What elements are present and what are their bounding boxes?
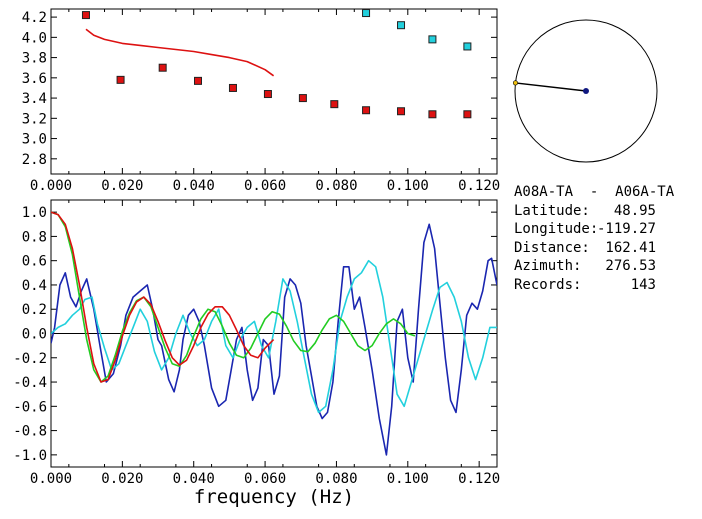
info-row-records: Records: 143 bbox=[514, 276, 674, 295]
x-tick-label: 0.100 bbox=[387, 471, 429, 487]
data-point-red bbox=[116, 75, 125, 84]
y-tick-label: 3.8 bbox=[22, 51, 47, 67]
info-label: Longitude: bbox=[514, 221, 599, 238]
y-tick-label: 4.0 bbox=[22, 30, 47, 46]
data-point-cyan bbox=[362, 9, 371, 18]
y-tick-label: 0.4 bbox=[22, 278, 47, 294]
x-tick-label: 0.020 bbox=[101, 471, 143, 487]
map-inset-circle bbox=[514, 19, 658, 163]
x-tick-label: 0.120 bbox=[458, 178, 500, 194]
series-line-green bbox=[51, 211, 416, 383]
data-point-red bbox=[81, 11, 90, 20]
data-point-red bbox=[158, 63, 167, 72]
station-marker bbox=[583, 88, 589, 94]
info-row-latitude: Latitude: 48.95 bbox=[514, 202, 674, 221]
data-point-cyan bbox=[397, 21, 406, 30]
y-tick-label: 3.2 bbox=[22, 111, 47, 127]
azimuth-line bbox=[515, 82, 587, 92]
info-row-azimuth: Azimuth: 276.53 bbox=[514, 257, 674, 276]
x-tick-label: 0.060 bbox=[244, 471, 286, 487]
x-tick-label: 0.020 bbox=[101, 178, 143, 194]
x-tick-label: 0.000 bbox=[30, 178, 72, 194]
info-label: Azimuth: bbox=[514, 258, 582, 275]
y-tick-label: 3.6 bbox=[22, 71, 47, 87]
x-tick-label: 0.080 bbox=[315, 178, 357, 194]
y-tick-label: 3.0 bbox=[22, 132, 47, 148]
info-value: 276.53 bbox=[605, 258, 656, 275]
info-value: 162.41 bbox=[605, 239, 656, 256]
remote-station-marker bbox=[512, 80, 518, 86]
y-tick-label: 2.8 bbox=[22, 152, 47, 168]
data-point-red bbox=[194, 76, 203, 85]
info-value: 48.95 bbox=[613, 202, 656, 219]
series-line-cyan bbox=[51, 259, 497, 414]
info-label: Latitude: bbox=[514, 202, 590, 219]
x-tick-label: 0.040 bbox=[173, 471, 215, 487]
data-point-cyan bbox=[463, 42, 472, 51]
y-tick-label: 0.2 bbox=[22, 302, 47, 318]
station-pair-title: A08A-TA - A06A-TA bbox=[514, 184, 675, 200]
data-point-red bbox=[330, 100, 339, 109]
data-point-red bbox=[362, 106, 371, 115]
series-line-blue bbox=[51, 223, 497, 456]
y-tick-label: 0.6 bbox=[22, 254, 47, 270]
info-row-distance: Distance: 162.41 bbox=[514, 239, 674, 258]
y-tick-label: 1.0 bbox=[22, 205, 47, 221]
station-info-panel: A08A-TA - A06A-TA Latitude: 48.95 Longitud… bbox=[514, 183, 674, 295]
x-tick-label: 0.080 bbox=[315, 471, 357, 487]
velocity-panel-frame bbox=[50, 8, 498, 175]
data-point-red bbox=[463, 110, 472, 119]
y-tick-label: -0.2 bbox=[13, 351, 47, 367]
data-point-red bbox=[298, 94, 307, 103]
x-tick-label: 0.000 bbox=[30, 471, 72, 487]
x-tick-label: 0.040 bbox=[173, 178, 215, 194]
series-line-red bbox=[51, 211, 275, 383]
data-point-red bbox=[397, 107, 406, 116]
y-tick-label: 4.2 bbox=[22, 10, 47, 26]
data-point-red bbox=[263, 90, 272, 99]
y-tick-label: -1.0 bbox=[13, 448, 47, 464]
y-tick-label: -0.4 bbox=[13, 375, 47, 391]
series-line-red bbox=[85, 28, 275, 77]
info-value: 143 bbox=[630, 276, 656, 293]
x-tick-label: 0.120 bbox=[458, 471, 500, 487]
info-label: Records: bbox=[514, 276, 582, 293]
x-tick-label: 0.100 bbox=[387, 178, 429, 194]
data-point-red bbox=[428, 110, 437, 119]
data-point-red bbox=[228, 83, 237, 92]
y-tick-label: -0.6 bbox=[13, 399, 47, 415]
y-tick-label: -0.8 bbox=[13, 424, 47, 440]
info-label: Distance: bbox=[514, 239, 590, 256]
data-point-cyan bbox=[428, 35, 437, 44]
x-tick-label: 0.060 bbox=[244, 178, 286, 194]
y-tick-label: 0.8 bbox=[22, 229, 47, 245]
y-tick-label: 0.0 bbox=[22, 327, 47, 343]
info-row-longitude: Longitude: -119.27 bbox=[514, 220, 674, 239]
info-value: -119.27 bbox=[596, 221, 656, 238]
y-tick-label: 3.4 bbox=[22, 91, 47, 107]
x-axis-label: frequency (Hz) bbox=[194, 486, 354, 508]
